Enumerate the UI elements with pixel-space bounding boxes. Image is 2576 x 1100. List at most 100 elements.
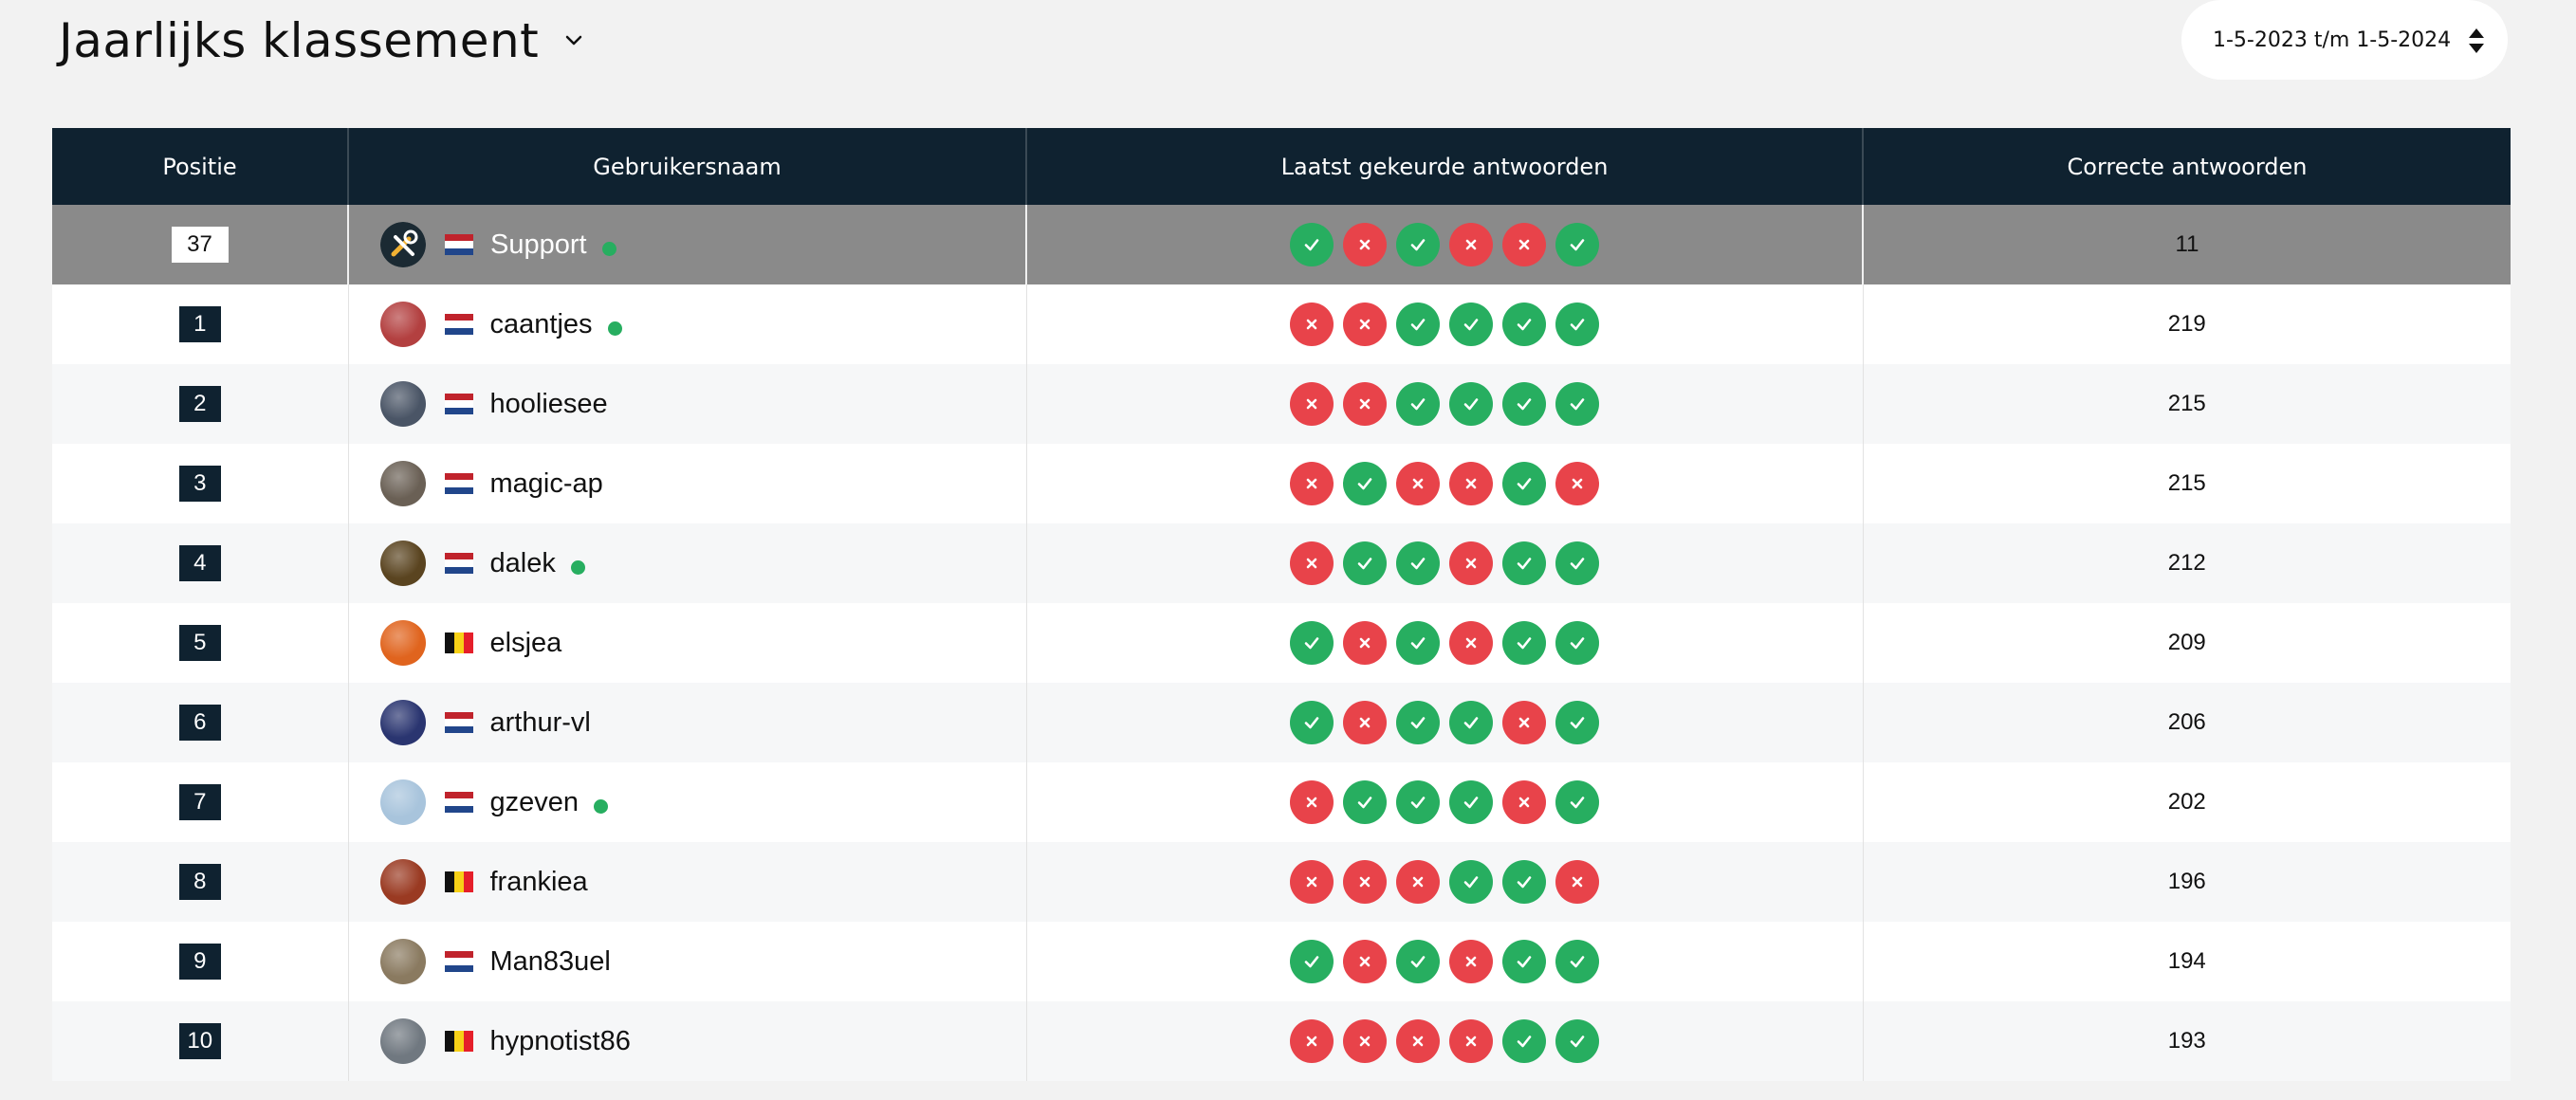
answer-wrong	[1290, 382, 1334, 426]
check-icon	[1567, 394, 1588, 414]
avatar	[379, 620, 426, 666]
correct-count-cell: 212	[1863, 523, 2511, 603]
username-link[interactable]: caantjes	[489, 308, 593, 339]
cross-icon	[1356, 714, 1373, 731]
username-link[interactable]: arthur-vl	[489, 706, 591, 738]
username-link[interactable]: frankiea	[489, 866, 588, 897]
answer-correct	[1449, 780, 1493, 824]
cross-icon	[1303, 316, 1320, 333]
page-title: Jaarlijks klassement	[59, 13, 540, 68]
check-icon	[1408, 234, 1428, 255]
table-row-current-user[interactable]: 37 Support 11	[52, 205, 2511, 284]
table-row[interactable]: 5 elsjea 209	[52, 603, 2511, 683]
check-icon	[1301, 951, 1322, 972]
column-header-correct-answers[interactable]: Correcte antwoorden	[1863, 128, 2511, 205]
username-cell: Man83uel	[348, 922, 1027, 1001]
check-icon	[1408, 951, 1428, 972]
position-cell: 6	[52, 683, 349, 762]
online-status-icon	[607, 321, 622, 336]
answer-correct	[1502, 621, 1546, 665]
flag-belgium-icon	[444, 1031, 473, 1052]
check-icon	[1514, 1031, 1535, 1052]
position-cell: 1	[52, 284, 349, 364]
position-cell: 4	[52, 523, 349, 603]
answer-correct	[1555, 1019, 1599, 1063]
position-badge: 8	[178, 864, 221, 900]
check-icon	[1514, 951, 1535, 972]
answer-wrong	[1290, 860, 1334, 904]
position-badge: 9	[178, 944, 221, 980]
recent-answers-cell	[1026, 444, 1864, 523]
check-icon	[1567, 712, 1588, 733]
answer-wrong	[1449, 1019, 1493, 1063]
username-cell: dalek	[348, 523, 1027, 603]
answer-wrong	[1343, 382, 1387, 426]
username-link[interactable]: Man83uel	[489, 945, 611, 977]
check-icon	[1461, 314, 1481, 335]
check-icon	[1301, 632, 1322, 653]
chevron-down-icon[interactable]	[561, 28, 586, 53]
avatar	[379, 302, 426, 347]
recent-answers-cell	[1026, 762, 1864, 842]
column-header-recent-answers[interactable]: Laatst gekeurde antwoorden	[1026, 128, 1864, 205]
answer-correct	[1502, 541, 1546, 585]
table-row[interactable]: 1 caantjes 219	[52, 284, 2511, 364]
position-cell: 2	[52, 364, 349, 444]
table-row[interactable]: 9 Man83uel 194	[52, 922, 2511, 1001]
check-icon	[1514, 553, 1535, 574]
flag-belgium-icon	[444, 632, 473, 653]
username-cell: elsjea	[348, 603, 1027, 683]
table-row[interactable]: 7 gzeven 202	[52, 762, 2511, 842]
answer-wrong	[1343, 860, 1387, 904]
flag-netherlands-icon	[444, 394, 473, 414]
table-row[interactable]: 3 magic-ap 215	[52, 444, 2511, 523]
username-link[interactable]: elsjea	[489, 627, 562, 658]
username-link[interactable]: gzeven	[489, 786, 580, 817]
position-cell: 5	[52, 603, 349, 683]
check-icon	[1567, 314, 1588, 335]
online-status-icon	[570, 559, 585, 575]
answer-correct	[1290, 701, 1334, 744]
check-icon	[1567, 1031, 1588, 1052]
answer-correct	[1502, 302, 1546, 346]
check-icon	[1461, 712, 1481, 733]
recent-answers-cell	[1026, 205, 1864, 284]
table-row[interactable]: 2 hooliesee 215	[52, 364, 2511, 444]
username-cell: Support	[348, 205, 1027, 284]
date-range-select[interactable]: 1-5-2023 t/m 1-5-2024	[2181, 0, 2508, 80]
correct-count-cell: 11	[1863, 205, 2511, 284]
username-link[interactable]: hypnotist86	[489, 1025, 631, 1056]
position-badge: 6	[178, 705, 221, 741]
username-cell: arthur-vl	[348, 683, 1027, 762]
cross-icon	[1356, 634, 1373, 651]
username-link[interactable]: hooliesee	[489, 388, 608, 419]
correct-count-cell: 193	[1863, 1001, 2511, 1081]
position-badge: 1	[178, 306, 221, 342]
username-link[interactable]: dalek	[489, 547, 556, 578]
correct-count-cell: 219	[1863, 284, 2511, 364]
check-icon	[1408, 553, 1428, 574]
answer-correct	[1502, 940, 1546, 983]
column-header-position[interactable]: Positie	[52, 128, 349, 205]
cross-icon	[1303, 873, 1320, 890]
column-header-username[interactable]: Gebruikersnaam	[348, 128, 1027, 205]
answer-correct	[1396, 223, 1440, 266]
table-row[interactable]: 8 frankiea 196	[52, 842, 2511, 922]
check-icon	[1461, 792, 1481, 813]
flag-belgium-icon	[444, 871, 473, 892]
table-row[interactable]: 6 arthur-vl 206	[52, 683, 2511, 762]
answer-correct	[1555, 940, 1599, 983]
cross-icon	[1409, 475, 1426, 492]
recent-answers-cell	[1026, 1001, 1864, 1081]
username-link[interactable]: Support	[490, 229, 587, 260]
table-row[interactable]: 10 hypnotist86 193	[52, 1001, 2511, 1081]
check-icon	[1301, 234, 1322, 255]
cross-icon	[1463, 236, 1480, 253]
username-cell: caantjes	[348, 284, 1027, 364]
check-icon	[1354, 792, 1375, 813]
username-link[interactable]: magic-ap	[489, 468, 603, 499]
answer-wrong	[1343, 302, 1387, 346]
cross-icon	[1356, 1033, 1373, 1050]
table-row[interactable]: 4 dalek 212	[52, 523, 2511, 603]
answer-wrong	[1502, 780, 1546, 824]
